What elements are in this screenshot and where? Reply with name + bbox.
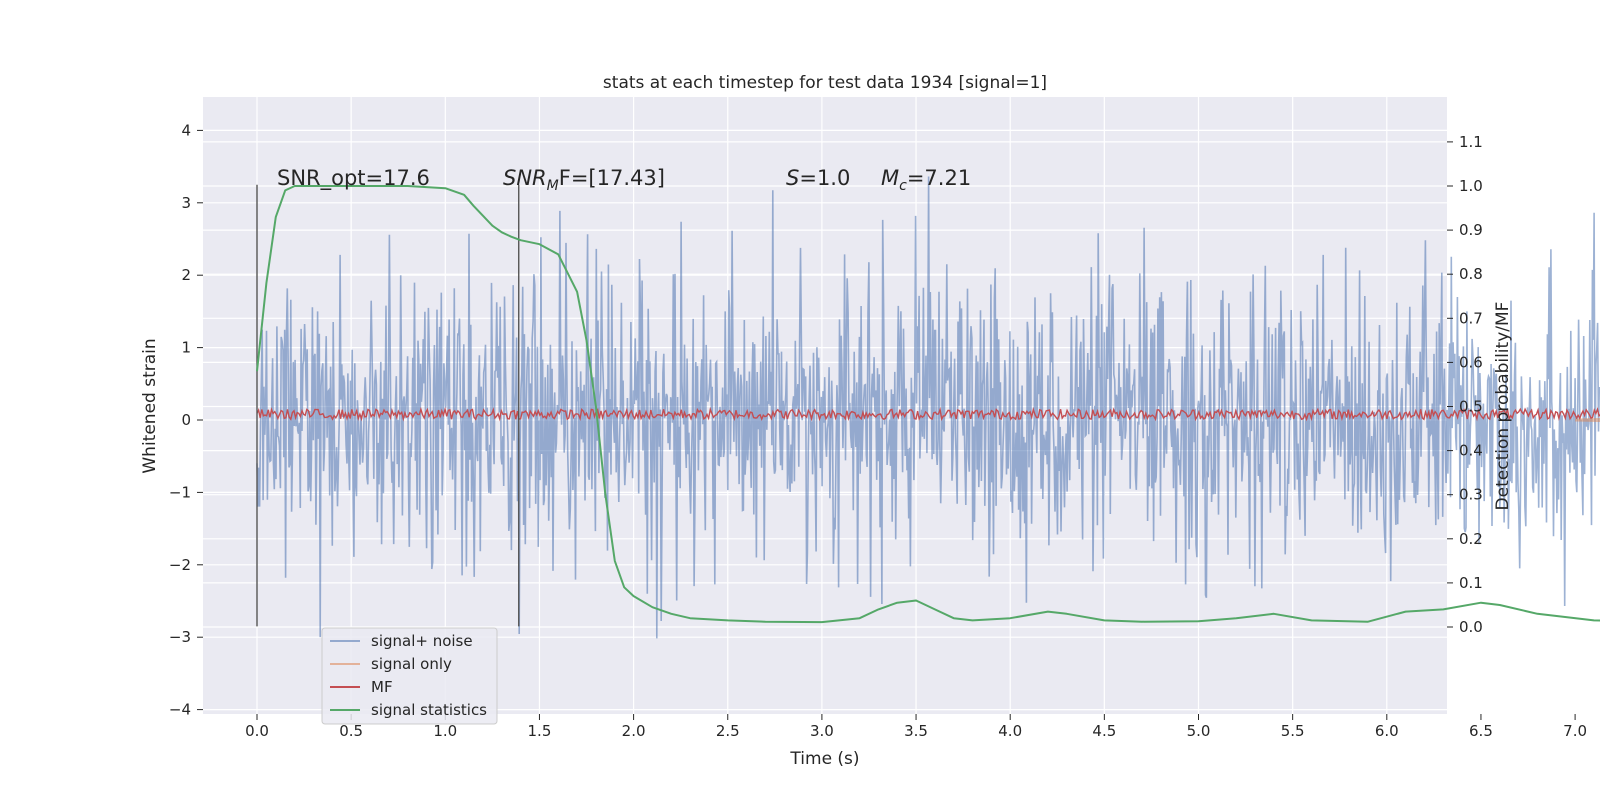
y-right-tick-label-5: 0.6 — [1459, 353, 1483, 371]
y-tick-label-0: 4 — [181, 121, 191, 139]
x-tick-label-7: 3.5 — [904, 722, 928, 740]
y-tick-label-5: −1 — [169, 483, 191, 501]
x-tick-label-4: 2.0 — [622, 722, 646, 740]
y-tick-label-6: −2 — [169, 556, 191, 574]
y-axis-label-right: Detection probability/MF — [1493, 302, 1513, 511]
x-tick-label-9: 4.5 — [1092, 722, 1116, 740]
x-tick-label-5: 2.5 — [716, 722, 740, 740]
x-tick-label-12: 6.0 — [1375, 722, 1399, 740]
legend-box — [321, 627, 498, 725]
annotation-snr-mf-rest: F=[17.43] — [559, 166, 665, 190]
y-right-tick-label-11: 0.0 — [1459, 618, 1483, 636]
annotation-mc: Mc=7.21 — [881, 166, 971, 194]
y-right-tick-label-3: 0.8 — [1459, 265, 1483, 283]
annotation-s-rest: =1.0 — [799, 166, 850, 190]
y-tick-label-8: −4 — [169, 701, 191, 719]
annotation-mc-sub: c — [899, 178, 907, 194]
annotation-layer: SNR_opt=17.6 SNRMF=[17.43] S=1.0 Mc=7.21 — [277, 166, 971, 194]
y-tick-label-2: 2 — [181, 266, 191, 284]
x-tick-label-10: 5.0 — [1187, 722, 1211, 740]
annotation-snr-mf: SNRMF=[17.43] — [503, 166, 665, 194]
y-right-tick-label-9: 0.2 — [1459, 530, 1483, 548]
y-tick-label-3: 1 — [181, 339, 191, 357]
series-signal-noise — [256, 176, 1600, 639]
legend-label-signal-only: signal only — [371, 655, 452, 673]
x-tick-label-6: 3.0 — [810, 722, 834, 740]
legend-label-signal-statistics: signal statistics — [371, 701, 487, 719]
annotation-mc-rest: =7.21 — [907, 166, 971, 190]
chart-title: stats at each timestep for test data 193… — [603, 73, 1047, 93]
y-right-tick-label-0: 1.1 — [1459, 133, 1483, 151]
axis-layer: 0.0 0.5 1.0 1.5 2.0 2.5 3.0 3.5 4.0 4.5 5.0 5.5 6.0 6… — [169, 121, 1587, 740]
x-tick-label-14: 7.0 — [1563, 722, 1587, 740]
series-mf — [256, 406, 1600, 422]
y-tick-label-4: 0 — [181, 411, 191, 429]
x-tick-label-2: 1.0 — [433, 722, 457, 740]
x-axis-label: Time (s) — [789, 749, 859, 769]
annotation-snr-mf-sub: M — [547, 178, 559, 194]
x-tick-label-0: 0.0 — [245, 722, 269, 740]
y-tick-label-7: −3 — [169, 628, 191, 646]
x-tick-label-8: 4.0 — [998, 722, 1022, 740]
y-right-tick-label-7: 0.4 — [1459, 442, 1483, 460]
series-signal-only — [1575, 417, 1600, 423]
y-right-tick-label-4: 0.7 — [1459, 309, 1483, 327]
x-tick-label-1: 0.5 — [339, 722, 363, 740]
legend-label-mf: MF — [371, 678, 393, 696]
annotation-snr-opt: SNR_opt=17.6 — [277, 166, 430, 191]
y-right-tick-label-2: 0.9 — [1459, 221, 1483, 239]
y-right-tick-label-8: 0.3 — [1459, 486, 1483, 504]
legend: signal+ noise signal only MF signal stat… — [321, 627, 498, 725]
x-tick-label-13: 6.5 — [1469, 722, 1493, 740]
data-layer — [256, 176, 1600, 639]
y-right-tick-label-6: 0.5 — [1459, 398, 1483, 416]
y-right-tick-label-10: 0.1 — [1459, 574, 1483, 592]
x-tick-label-3: 1.5 — [528, 722, 552, 740]
annotation-snr-mf-main: SNR — [503, 166, 547, 190]
series-signal-statistics — [256, 185, 1600, 624]
annotation-s: S=1.0 — [786, 166, 850, 190]
annotation-s-main: S — [786, 166, 799, 190]
y-right-tick-label-1: 1.0 — [1459, 177, 1483, 195]
legend-label-signal-noise: signal+ noise — [371, 632, 473, 650]
annotation-mc-main: M — [881, 166, 899, 190]
y-tick-label-1: 3 — [181, 194, 191, 212]
y-axis-label: Whitened strain — [140, 338, 160, 473]
x-tick-label-11: 5.5 — [1281, 722, 1305, 740]
